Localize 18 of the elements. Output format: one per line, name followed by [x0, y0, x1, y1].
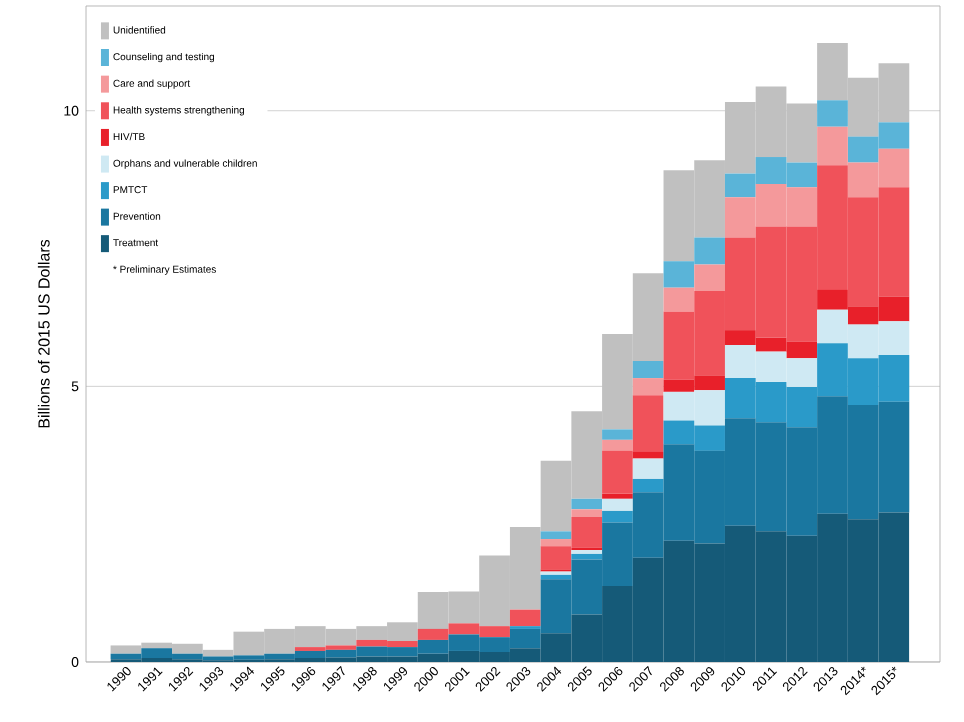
- bar: [632, 458, 664, 479]
- bar: [602, 429, 633, 440]
- bar: [602, 510, 633, 523]
- bar: [540, 539, 572, 547]
- bar: [602, 439, 633, 451]
- bar: [632, 451, 664, 459]
- bar: [817, 100, 848, 127]
- bar: [571, 498, 603, 510]
- bar: [632, 478, 664, 493]
- bar: [632, 378, 664, 396]
- bar: [571, 553, 603, 560]
- y-axis-title: Billions of 2015 US Dollars: [37, 239, 50, 428]
- bar: [509, 609, 541, 627]
- bar: [632, 360, 664, 379]
- bar: [602, 498, 633, 511]
- bar: [602, 493, 633, 499]
- bar: [571, 509, 603, 517]
- bar: [540, 531, 572, 540]
